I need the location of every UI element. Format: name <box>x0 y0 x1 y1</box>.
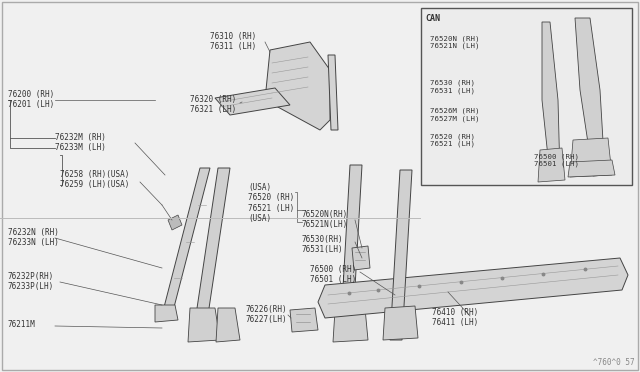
Text: 76526M (RH)
76527M (LH): 76526M (RH) 76527M (LH) <box>430 108 479 122</box>
Text: 76232M (RH)
76233M (LH): 76232M (RH) 76233M (LH) <box>55 133 106 153</box>
Text: 76500 (RH)
76501 (LH): 76500 (RH) 76501 (LH) <box>310 265 356 285</box>
Polygon shape <box>333 308 368 342</box>
Polygon shape <box>570 138 612 177</box>
Polygon shape <box>265 42 330 130</box>
Text: 76258 (RH)(USA)
76259 (LH)(USA): 76258 (RH)(USA) 76259 (LH)(USA) <box>60 170 129 189</box>
Text: ^760^0 57: ^760^0 57 <box>593 358 635 367</box>
Polygon shape <box>155 305 178 322</box>
Polygon shape <box>538 148 565 182</box>
Text: 76520N(RH)
76521N(LH): 76520N(RH) 76521N(LH) <box>302 210 348 230</box>
Text: 76226(RH)
76227(LH): 76226(RH) 76227(LH) <box>245 305 287 324</box>
Polygon shape <box>188 308 220 342</box>
Text: 76520 (RH)
76521 (LH): 76520 (RH) 76521 (LH) <box>430 133 475 147</box>
Polygon shape <box>328 55 338 130</box>
Polygon shape <box>193 168 230 335</box>
Polygon shape <box>575 18 605 176</box>
Polygon shape <box>390 170 412 340</box>
Text: 76530 (RH)
76531 (LH): 76530 (RH) 76531 (LH) <box>430 80 475 94</box>
Text: 76410 (RH)
76411 (LH): 76410 (RH) 76411 (LH) <box>432 308 478 327</box>
Text: (USA)
76520 (RH)
76521 (LH)
(USA): (USA) 76520 (RH) 76521 (LH) (USA) <box>248 183 294 223</box>
Text: 76320 (RH)
76321 (LH): 76320 (RH) 76321 (LH) <box>190 95 236 115</box>
Text: 76232P(RH)
76233P(LH): 76232P(RH) 76233P(LH) <box>8 272 54 291</box>
Polygon shape <box>215 88 290 115</box>
Text: 76211M: 76211M <box>8 320 36 329</box>
Text: 76310 (RH)
76311 (LH): 76310 (RH) 76311 (LH) <box>210 32 256 51</box>
Polygon shape <box>542 22 560 176</box>
Polygon shape <box>352 246 370 270</box>
Polygon shape <box>568 160 615 177</box>
Polygon shape <box>290 308 318 332</box>
Polygon shape <box>340 165 362 340</box>
Text: 76232N (RH)
76233N (LH): 76232N (RH) 76233N (LH) <box>8 228 59 247</box>
Polygon shape <box>318 258 628 318</box>
Polygon shape <box>216 308 240 342</box>
Polygon shape <box>168 215 182 230</box>
Text: 76500 (RH)
76501 (LH): 76500 (RH) 76501 (LH) <box>534 153 579 167</box>
FancyBboxPatch shape <box>421 8 632 185</box>
Polygon shape <box>383 306 418 340</box>
Text: 76520N (RH)
76521N (LH): 76520N (RH) 76521N (LH) <box>430 35 479 49</box>
Text: CAN: CAN <box>425 14 440 23</box>
Polygon shape <box>162 168 210 315</box>
Text: 76530(RH)
76531(LH): 76530(RH) 76531(LH) <box>302 235 344 254</box>
Text: 76200 (RH)
76201 (LH): 76200 (RH) 76201 (LH) <box>8 90 54 109</box>
